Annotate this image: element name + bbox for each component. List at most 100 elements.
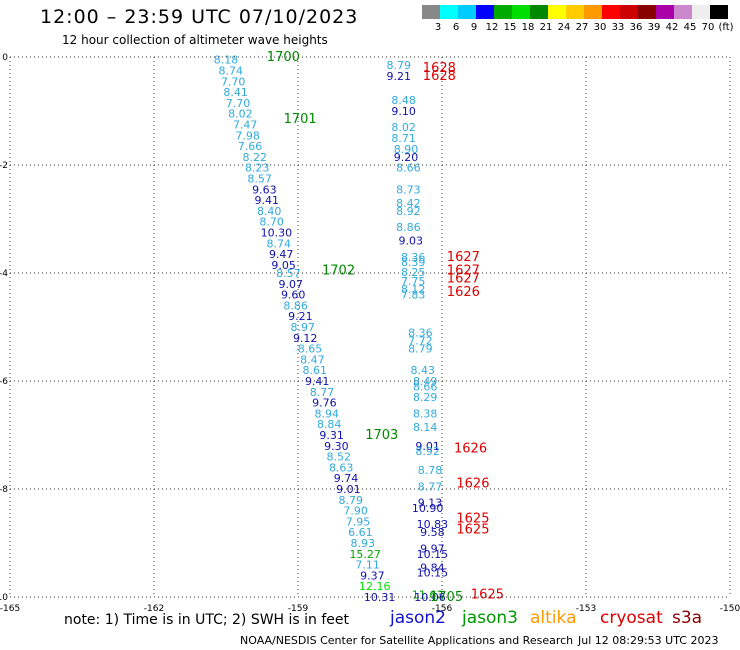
colorbar-label: 12 [485,22,499,33]
swh-point: 10.90 [412,502,444,515]
swh-point: 8.49 [413,375,438,388]
time-label: 1625 [456,512,489,527]
colorbar-swatch [512,5,530,19]
colorbar-swatch [548,5,566,19]
swh-point: 8.94 [315,407,340,420]
y-tick-label: 0 [2,53,8,63]
swh-point: 7.70 [221,75,246,88]
x-tick-label: -159 [288,604,309,614]
swh-point: 8.71 [391,132,416,145]
legend-altika: altika [530,608,577,628]
swh-point: 11.63 [412,588,444,601]
colorbar-label: 21 [539,22,553,33]
swh-point: 7.72 [408,335,433,348]
swh-point: 9.74 [334,472,359,485]
swh-point: 8.47 [300,353,325,366]
time-label: 1701 [284,112,317,127]
swh-point: 8.84 [317,418,342,431]
colorbar [422,5,728,19]
swh-point: 9.58 [420,526,445,539]
swh-point: 9.07 [279,278,304,291]
swh-point: 9.41 [305,375,330,388]
swh-point: 8.36 [408,326,433,339]
colorbar-swatch [458,5,476,19]
swh-point: 8.29 [413,391,438,404]
time-label: 1625 [456,523,489,538]
swh-point: 8.79 [408,343,433,356]
swh-point: 7.70 [226,97,251,110]
chart-title: 12:00 – 23:59 UTC 07/10/2023 [40,6,359,28]
colorbar-label: 18 [521,22,535,33]
colorbar-swatch [440,5,458,19]
swh-point: 7.47 [233,119,258,132]
legend-jason3: jason3 [462,608,518,628]
time-label: 1626 [447,285,480,300]
swh-point: 8.93 [351,537,376,550]
swh-point: 7.11 [355,559,380,572]
legend-jason2: jason2 [390,608,446,628]
swh-point: 8.48 [391,94,416,107]
time-label: 1702 [322,263,355,278]
colorbar-label: 6 [452,22,460,33]
swh-point: 8.23 [245,162,270,175]
swh-point: 8.41 [223,86,248,99]
swh-point: 8.38 [413,407,438,420]
time-labels: 1700170117021703170516281628162716271627… [267,50,504,605]
swh-point: 9.01 [336,483,361,496]
colorbar-label: 24 [557,22,571,33]
swh-point: 8.57 [276,267,301,280]
swh-point: 10.15 [417,548,449,561]
swh-point: 15.27 [349,548,381,561]
time-label: 1626 [454,442,487,457]
swh-point: 7.83 [401,289,426,302]
swh-point: 8.02 [391,121,416,134]
colorbar-swatch [710,5,728,19]
swh-point: 8.14 [413,421,438,434]
x-tick-label: -150 [720,604,740,614]
swh-point: 8.70 [259,216,284,229]
time-label: 1627 [447,271,480,286]
swh-point: 8.25 [401,266,426,279]
swh-point: 8.43 [411,364,436,377]
swh-point: 9.21 [387,70,412,83]
x-tick-label: -165 [0,604,20,614]
y-tick-label: -4 [0,269,8,279]
swh-point: 8.97 [291,321,316,334]
swh-point: 7.95 [346,515,371,528]
swh-point: 8.39 [401,256,426,269]
timestamp: Jul 12 08:29:53 UTC 2023 [578,634,719,647]
swh-point: 8.02 [228,108,253,121]
colorbar-swatch [494,5,512,19]
swh-point: 9.60 [281,289,306,302]
swh-point: 7.66 [238,140,263,153]
x-tick-label: -162 [144,604,164,614]
time-label: 1703 [365,428,398,443]
swh-point: 9.76 [312,397,337,410]
colorbar-swatch [566,5,584,19]
swh-point: 8.79 [339,494,364,507]
swh-point: 9.37 [360,569,385,582]
colorbar-label: 45 [683,22,697,33]
time-label: 1626 [456,477,489,492]
time-label: 1705 [430,590,463,605]
colorbar-label: 27 [575,22,589,33]
swh-point: 9.21 [288,310,313,323]
swh-point: 8.52 [327,451,352,464]
legend-cryosat: cryosat [600,608,663,628]
swh-point: 10.30 [261,227,293,240]
colorbar-label: 33 [611,22,625,33]
swh-point: 7.75 [401,275,426,288]
swh-point: 8.74 [219,65,244,78]
credit: NOAA/NESDIS Center for Satellite Applica… [240,634,574,647]
swh-point: 8.42 [396,197,421,210]
colorbar-swatch [422,5,440,19]
colorbar-label: 3 [434,22,442,33]
swh-point: 8.18 [214,54,239,67]
swh-point: 8.92 [396,205,421,218]
swh-point: 8.90 [394,143,419,156]
swh-point: 9.13 [418,497,443,510]
colorbar-swatch [620,5,638,19]
x-tick-label: -153 [576,604,596,614]
colorbar-swatch [602,5,620,19]
